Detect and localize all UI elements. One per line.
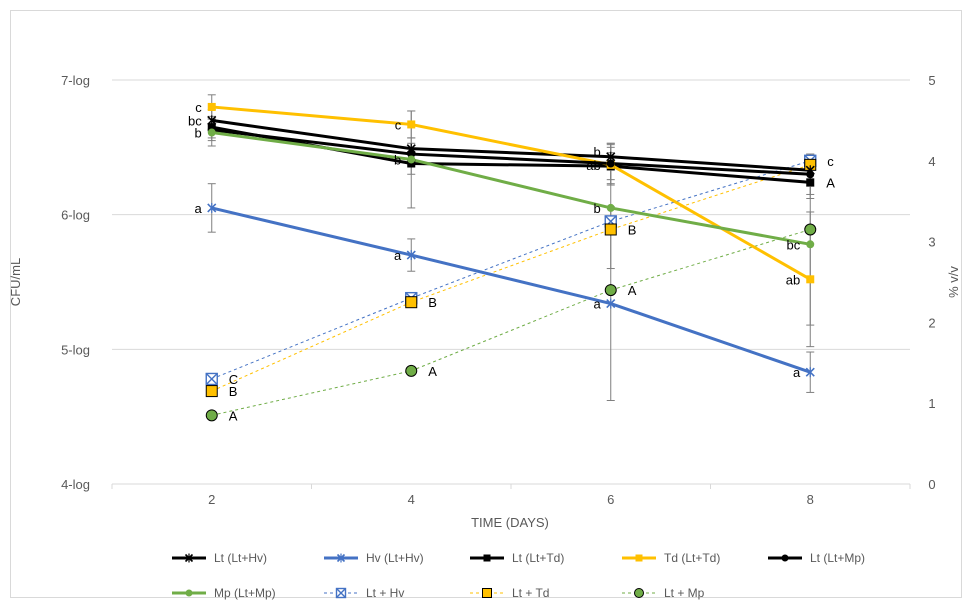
- x-tick-label: 4: [408, 492, 415, 507]
- y-tick-label-right: 1: [928, 396, 935, 411]
- data-label: A: [628, 283, 637, 298]
- data-label: B: [428, 295, 437, 310]
- y-tick-label-right: 2: [928, 315, 935, 330]
- marker-circle-outlined: [634, 588, 644, 598]
- data-label: c: [827, 154, 834, 169]
- y-tick-label-right: 3: [928, 235, 935, 250]
- y-tick-label-left: 7-log: [61, 73, 90, 88]
- legend-label: Hv (Lt+Hv): [366, 551, 424, 565]
- y-tick-label-left: 4-log: [61, 477, 90, 492]
- legend: Lt (Lt+Hv) Hv (Lt+Hv) Lt (Lt+Td) Td (Lt+Td)…: [172, 551, 865, 600]
- y-axis-title-right: % v/v: [946, 266, 961, 298]
- marker-circle-outlined: [804, 223, 817, 236]
- legend-label: Lt (Lt+Mp): [810, 551, 865, 565]
- data-label: bc: [787, 237, 801, 252]
- series-line: [211, 105, 811, 281]
- legend-label: Lt + Mp: [664, 586, 705, 600]
- marker-box-x: [205, 372, 218, 385]
- series-line: [211, 131, 811, 246]
- marker-box-x: [336, 588, 346, 598]
- legend-entry: Lt + Td: [470, 586, 549, 600]
- marker-circle: [781, 554, 789, 562]
- y-tick-label-left: 5-log: [61, 342, 90, 357]
- marker-circle: [806, 240, 815, 249]
- y-tick-label-right: 4: [928, 154, 935, 169]
- series-line: [211, 128, 811, 176]
- data-label: B: [628, 222, 637, 237]
- legend-entry: Lt (Lt+Mp): [768, 551, 865, 565]
- marker-square: [806, 275, 815, 284]
- legend-label: Lt + Td: [512, 586, 549, 600]
- marker-square: [407, 120, 416, 129]
- data-label: ab: [786, 272, 800, 287]
- marker-square-outlined: [205, 385, 218, 398]
- marker-circle: [207, 128, 216, 137]
- marker-circle: [185, 589, 193, 597]
- axes: 4-log 5-log 6-log 7-log 0 1 2 3 4 5 2 4 6 8: [61, 73, 936, 507]
- legend-label: Mp (Lt+Mp): [214, 586, 276, 600]
- series-lines: [207, 94, 815, 416]
- data-label: a: [195, 201, 203, 216]
- marker-circle: [407, 155, 416, 164]
- legend-label: Lt + Hv: [366, 586, 404, 600]
- data-label: a: [594, 297, 602, 312]
- data-label: a: [793, 365, 801, 380]
- marker-square-outlined: [482, 588, 492, 598]
- marker-square: [635, 554, 643, 562]
- legend-label: Lt (Lt+Td): [512, 551, 564, 565]
- legend-entry: Lt (Lt+Td): [470, 551, 564, 565]
- data-label: A: [826, 175, 835, 190]
- series-markers: [205, 102, 817, 422]
- data-label: b: [594, 144, 601, 159]
- data-label: c: [195, 100, 202, 115]
- data-label: A: [229, 408, 238, 423]
- marker-square: [407, 159, 416, 168]
- marker-circle: [606, 203, 615, 212]
- y-tick-label-right: 5: [928, 73, 935, 88]
- marker-circle-outlined: [604, 284, 617, 297]
- legend-label: Lt (Lt+Hv): [214, 551, 267, 565]
- marker-circle: [806, 170, 815, 179]
- data-label: C: [229, 372, 238, 387]
- marker-square-outlined: [604, 223, 617, 236]
- data-label: bc: [188, 113, 202, 128]
- marker-square: [806, 178, 815, 187]
- marker-square: [207, 102, 216, 111]
- marker-square: [483, 554, 491, 562]
- series-line: [211, 118, 811, 172]
- data-label: b: [394, 152, 401, 167]
- legend-entry: Hv (Lt+Hv): [324, 551, 424, 565]
- y-axis-title-left: CFU/mL: [8, 258, 23, 306]
- legend-entry: Lt + Mp: [622, 586, 705, 600]
- x-tick-label: 6: [607, 492, 614, 507]
- data-label: A: [428, 364, 437, 379]
- data-label: c: [395, 117, 402, 132]
- legend-label: Td (Lt+Td): [664, 551, 720, 565]
- y-tick-label-left: 6-log: [61, 208, 90, 223]
- data-label: b: [594, 201, 601, 216]
- marker-circle-outlined: [205, 409, 218, 422]
- x-axis-title: TIME (DAYS): [471, 515, 549, 530]
- series-line: [211, 125, 811, 184]
- marker-circle: [606, 159, 615, 168]
- series-line: [211, 164, 811, 392]
- x-tick-label: 2: [208, 492, 215, 507]
- data-label: B: [229, 384, 238, 399]
- marker-square-outlined: [405, 296, 418, 309]
- legend-entry: Td (Lt+Td): [622, 551, 720, 565]
- legend-entry: Mp (Lt+Mp): [172, 586, 276, 600]
- data-label: a: [394, 248, 402, 263]
- series-line: [211, 206, 811, 374]
- legend-entry: Lt + Hv: [324, 586, 404, 600]
- series-line: [211, 229, 811, 416]
- data-label: b: [195, 126, 202, 141]
- marker-circle-outlined: [405, 364, 418, 377]
- legend-entry: Lt (Lt+Hv): [172, 551, 267, 565]
- data-label: ab: [586, 158, 600, 173]
- y-tick-label-right: 0: [928, 477, 935, 492]
- x-tick-label: 8: [807, 492, 814, 507]
